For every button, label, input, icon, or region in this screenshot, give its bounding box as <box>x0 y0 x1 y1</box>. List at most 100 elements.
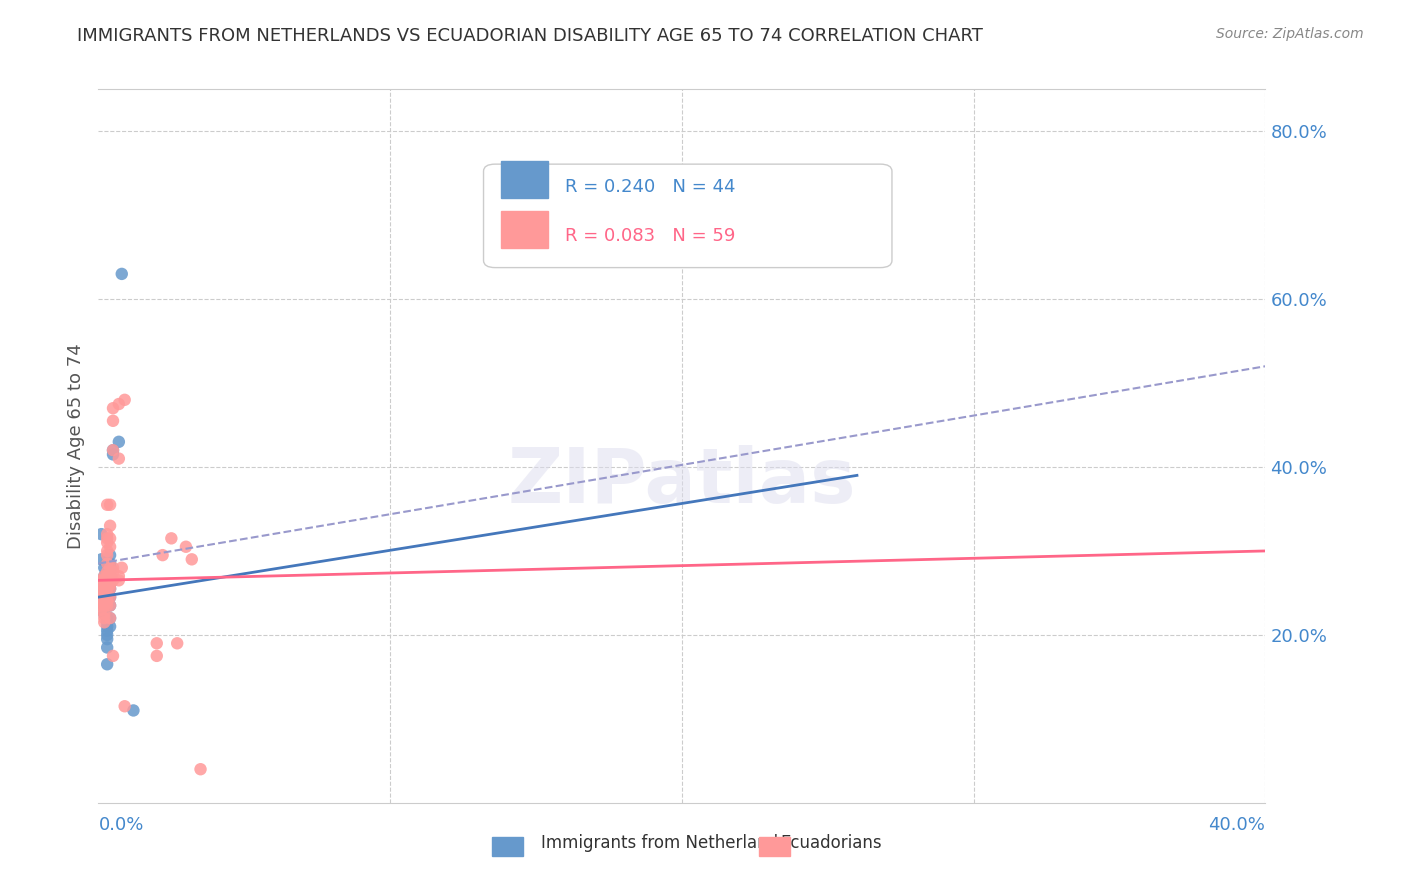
Point <box>98 590 121 604</box>
FancyBboxPatch shape <box>484 164 891 268</box>
Point <box>108 569 131 583</box>
Point <box>93 607 115 621</box>
Point <box>98 611 121 625</box>
Point <box>101 560 124 574</box>
Point <box>146 648 169 663</box>
Point <box>93 607 115 621</box>
Point <box>98 560 121 574</box>
Point <box>96 557 118 571</box>
Point <box>90 582 112 596</box>
Point <box>180 552 202 566</box>
Point <box>90 577 112 591</box>
Point <box>93 615 115 630</box>
Point <box>96 615 118 630</box>
Bar <box>501 161 548 198</box>
Point <box>96 569 118 583</box>
Text: R = 0.240   N = 44: R = 0.240 N = 44 <box>565 178 735 196</box>
Point <box>101 443 124 458</box>
Y-axis label: Disability Age 65 to 74: Disability Age 65 to 74 <box>66 343 84 549</box>
Point <box>98 582 121 596</box>
Point <box>93 574 115 588</box>
Point <box>96 498 118 512</box>
Point <box>90 586 112 600</box>
Point <box>96 586 118 600</box>
Point <box>101 574 124 588</box>
Point <box>98 560 121 574</box>
Text: R = 0.083   N = 59: R = 0.083 N = 59 <box>565 227 735 245</box>
Point <box>96 657 118 672</box>
Point <box>96 599 118 613</box>
Point <box>108 434 131 449</box>
Point <box>96 548 118 562</box>
Point <box>90 527 112 541</box>
Point <box>96 628 118 642</box>
Point <box>98 619 121 633</box>
Bar <box>501 211 548 248</box>
Point <box>98 569 121 583</box>
Point <box>108 451 131 466</box>
Point <box>111 560 134 574</box>
Point <box>90 552 112 566</box>
Point <box>98 548 121 562</box>
Point <box>93 577 115 591</box>
Point <box>93 560 115 574</box>
Point <box>93 582 115 596</box>
Point <box>98 574 121 588</box>
Point <box>98 590 121 604</box>
Point <box>114 699 136 714</box>
Point <box>96 590 118 604</box>
Point <box>146 636 169 650</box>
Point <box>98 599 121 613</box>
Point <box>93 594 115 608</box>
Point <box>96 594 118 608</box>
Point <box>190 762 212 776</box>
Point <box>96 640 118 655</box>
Point <box>152 548 174 562</box>
Point <box>96 611 118 625</box>
Point <box>90 599 112 613</box>
Point <box>96 574 118 588</box>
Point <box>98 565 121 579</box>
Point <box>96 582 118 596</box>
Point <box>160 532 183 546</box>
Point <box>96 619 118 633</box>
Text: Immigrants from Netherlands: Immigrants from Netherlands <box>541 834 787 852</box>
Point <box>166 636 188 650</box>
Point <box>98 532 121 546</box>
Point <box>93 586 115 600</box>
Text: Ecuadorians: Ecuadorians <box>780 834 882 852</box>
Point <box>93 594 115 608</box>
Point <box>96 535 118 549</box>
Text: 0.0%: 0.0% <box>98 816 143 834</box>
Point <box>90 590 112 604</box>
Point <box>98 611 121 625</box>
Point <box>174 540 197 554</box>
Point <box>90 603 112 617</box>
Point <box>108 397 131 411</box>
Text: ZIPatlas: ZIPatlas <box>508 445 856 518</box>
Point <box>90 590 112 604</box>
Point <box>93 611 115 625</box>
Point <box>101 565 124 579</box>
Point <box>93 569 115 583</box>
Point <box>96 527 118 541</box>
Point <box>93 577 115 591</box>
Point <box>96 532 118 546</box>
Point <box>96 582 118 596</box>
Point <box>98 557 121 571</box>
Point <box>96 624 118 638</box>
Point <box>101 414 124 428</box>
Point <box>93 590 115 604</box>
Point <box>93 574 115 588</box>
Point <box>96 574 118 588</box>
Point <box>101 447 124 461</box>
Point <box>96 599 118 613</box>
Point <box>108 574 131 588</box>
Point <box>93 599 115 613</box>
Point <box>96 565 118 579</box>
Point <box>98 577 121 591</box>
Point <box>93 569 115 583</box>
Point <box>98 574 121 588</box>
Point <box>96 569 118 583</box>
Point <box>96 544 118 558</box>
